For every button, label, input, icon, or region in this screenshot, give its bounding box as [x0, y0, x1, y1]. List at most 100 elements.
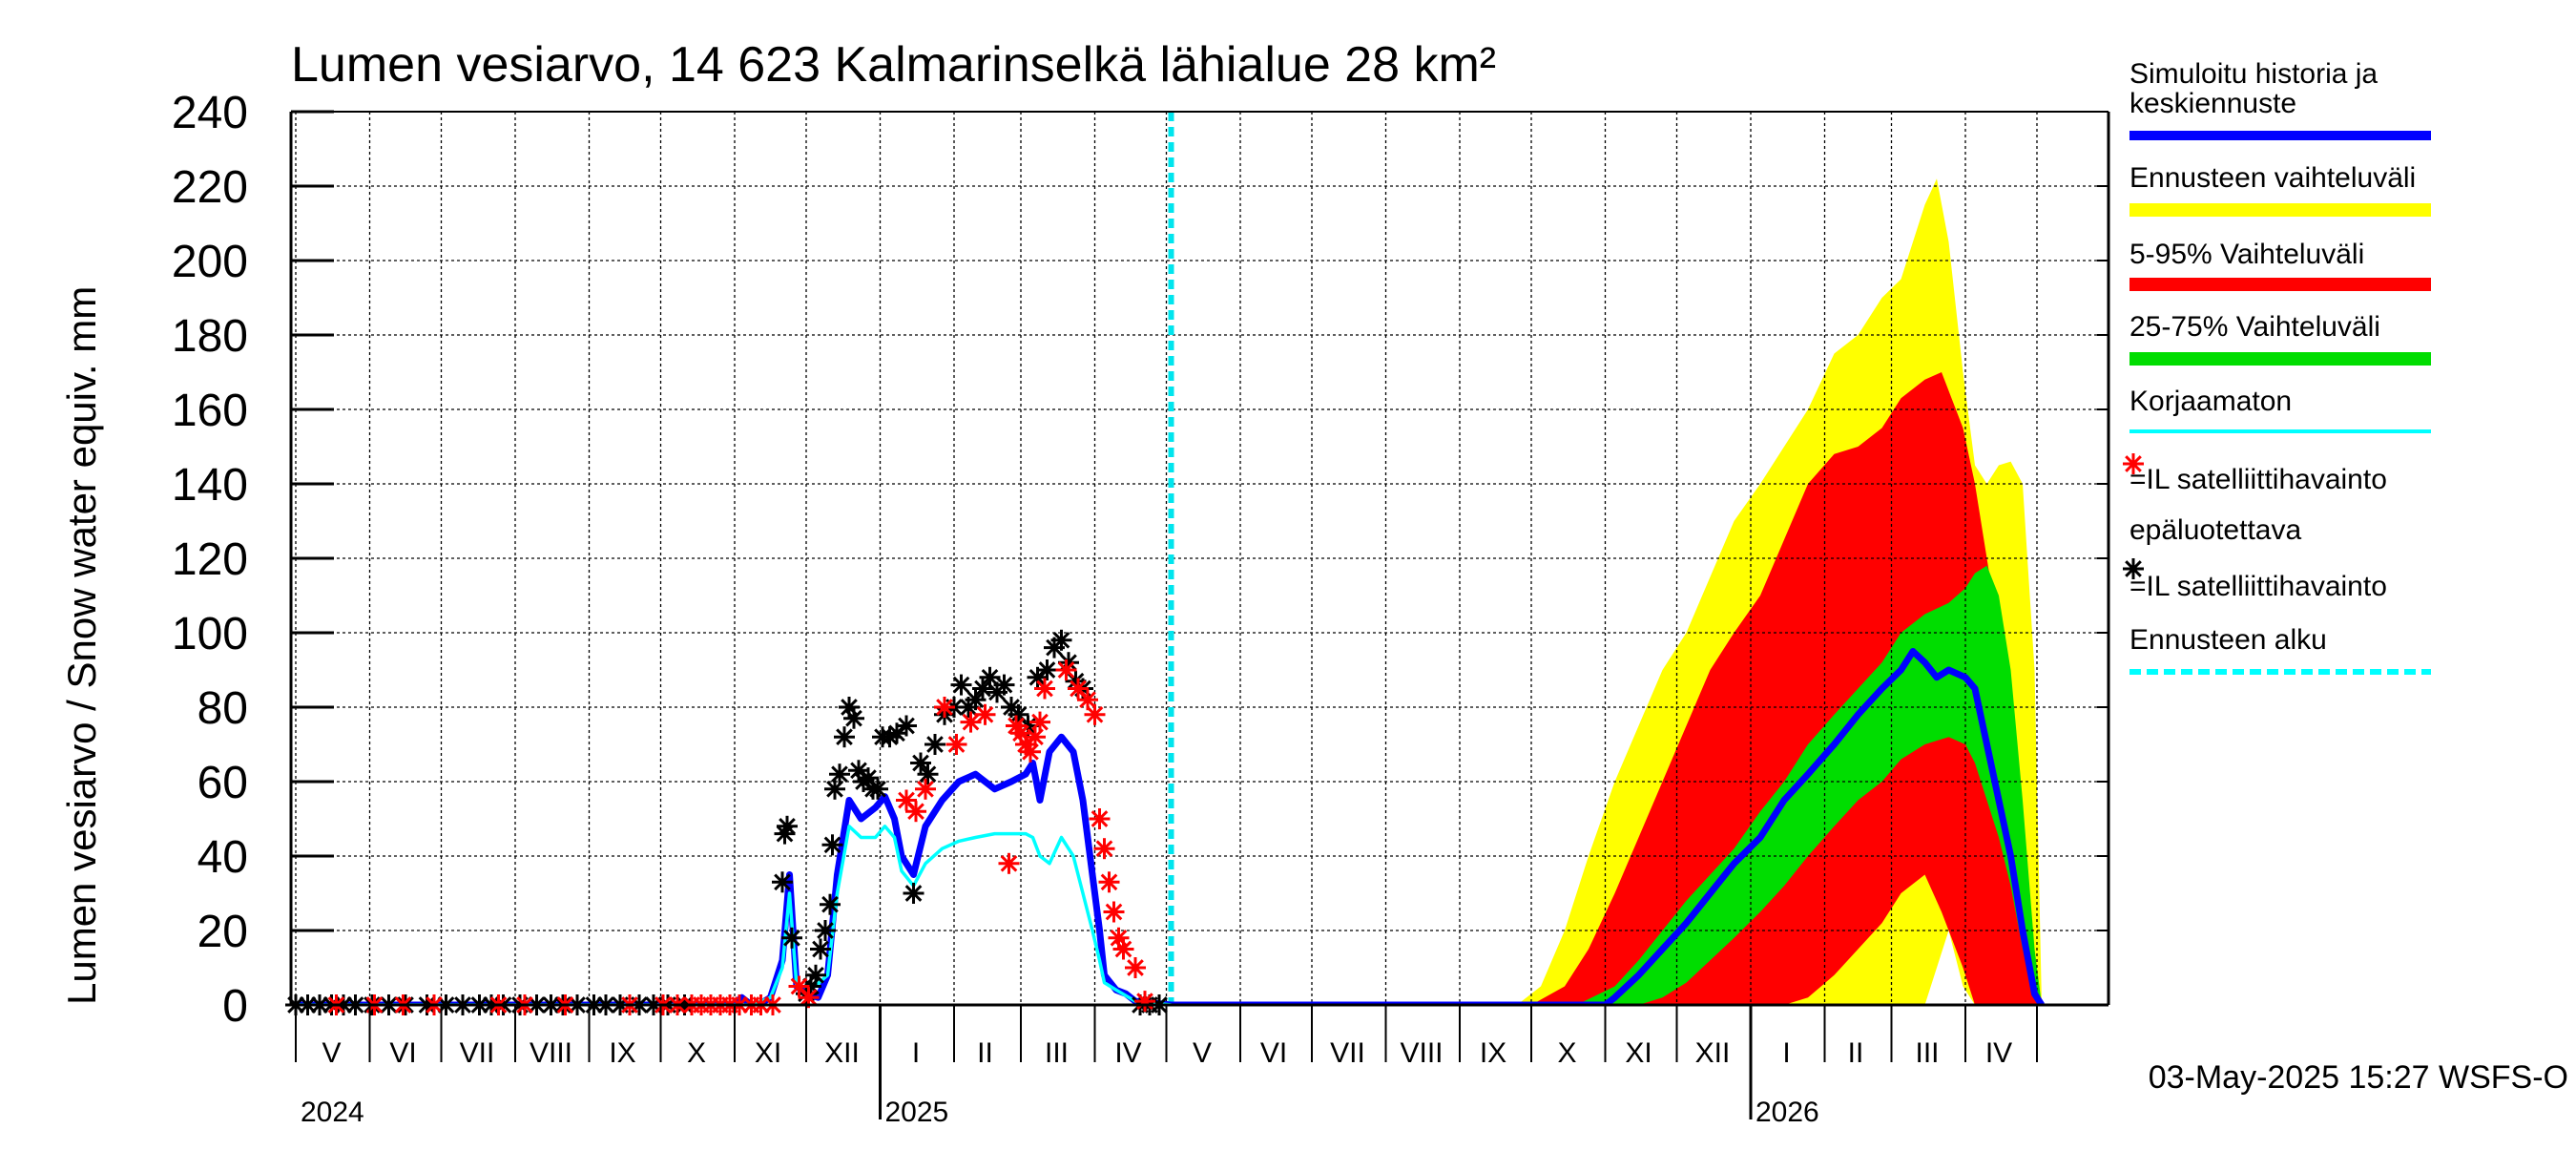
observation-star: [1050, 629, 1072, 651]
y-tick-label: 140: [172, 460, 248, 511]
unreliable-observation-star: [915, 778, 936, 800]
unreliable-observation-star: [1103, 901, 1125, 923]
observation-star: [993, 674, 1015, 696]
observation-star: [821, 834, 843, 856]
observation-star: [834, 726, 855, 748]
legend-label-25-75: 25-75% Vaihteluväli: [2129, 311, 2380, 343]
observation-star: [824, 778, 845, 800]
unreliable-observation-star: [974, 703, 996, 725]
legend-label-5-95: 5-95% Vaihteluväli: [2129, 239, 2364, 270]
y-tick-label: 100: [172, 609, 248, 659]
month-label: VI: [1260, 1037, 1287, 1069]
month-label: IX: [609, 1037, 635, 1069]
month-label: XII: [824, 1037, 860, 1069]
legend-label-unreliable-2: epäluotettava: [2129, 514, 2301, 546]
observation-star: [781, 927, 802, 949]
unreliable-observation-star: [1020, 741, 1041, 763]
y-tick-label: 240: [172, 88, 248, 138]
band-2: [1171, 565, 2042, 1005]
legend-label-unreliable-1: =IL satelliittihavainto: [2129, 464, 2387, 495]
y-tick-label: 180: [172, 311, 248, 362]
month-label: X: [687, 1037, 706, 1069]
unreliable-observation-star: [934, 697, 955, 718]
observation-star: [810, 938, 831, 960]
legend-label-obs: =IL satelliittihavainto: [2129, 571, 2387, 602]
month-label: IX: [1480, 1037, 1506, 1069]
unreliable-observation-star: [945, 734, 967, 755]
observation-star: [772, 871, 793, 893]
month-label: XII: [1695, 1037, 1731, 1069]
month-label: V: [322, 1037, 341, 1069]
month-label: VII: [460, 1037, 495, 1069]
observation-star: [965, 689, 987, 711]
observation-star: [896, 715, 917, 737]
observation-star: [777, 815, 798, 837]
y-tick-label: 40: [197, 832, 248, 883]
observation-star: [910, 752, 931, 774]
legend-label-mean-1: Simuloitu historia ja: [2129, 58, 2378, 90]
unreliable-observation-star: [1025, 726, 1046, 748]
observation-star: [1036, 659, 1058, 680]
observation-star: [924, 734, 945, 755]
month-label: VIII: [1400, 1037, 1443, 1069]
y-tick-label: 220: [172, 162, 248, 213]
month-label: VI: [389, 1037, 416, 1069]
month-label: I: [912, 1037, 920, 1069]
observation-star: [820, 893, 841, 915]
y-tick-label: 0: [222, 981, 248, 1032]
month-label: III: [1045, 1037, 1069, 1069]
y-axis-label: Lumen vesiarvo / Snow water equiv. mm: [59, 286, 104, 1005]
unreliable-observation-star: [1055, 659, 1077, 680]
observation-star: [843, 707, 864, 729]
unreliable-observation-star: [905, 801, 926, 823]
unreliable-observation-star: [1089, 808, 1111, 829]
unreliable-observation-star: [1034, 678, 1055, 700]
month-label: VII: [1330, 1037, 1365, 1069]
observation-star: [867, 778, 888, 800]
unreliable-observation-star: [998, 852, 1020, 874]
observation-star: [917, 763, 939, 785]
month-label: X: [1557, 1037, 1576, 1069]
year-label: 2026: [1755, 1097, 1819, 1128]
legend-label-forecast-start: Ennusteen alku: [2129, 624, 2327, 656]
observation-star: [950, 674, 972, 696]
observation-star: [903, 883, 924, 904]
y-tick-label: 60: [197, 758, 248, 808]
observation-star: [774, 823, 796, 845]
month-label: VIII: [530, 1037, 572, 1069]
unreliable-observation-star: [1029, 711, 1050, 733]
observation-star: [1027, 666, 1049, 688]
year-label: 2025: [885, 1097, 949, 1128]
observation-star: [829, 763, 850, 785]
y-tick-label: 160: [172, 386, 248, 436]
legend-label-uncorrected: Korjaamaton: [2129, 386, 2292, 417]
unreliable-observation-star: [1077, 689, 1098, 711]
unreliable-observation-star: [896, 789, 917, 811]
month-label: IV: [1114, 1037, 1141, 1069]
uncorrected-line: [291, 825, 1172, 1005]
y-tick-label: 20: [197, 907, 248, 957]
legend-label-range: Ennusteen vaihteluväli: [2129, 162, 2416, 194]
unreliable-observation-star: [1093, 838, 1115, 860]
legend-star-unreliable: [2123, 453, 2144, 474]
chart-footer: 03-May-2025 15:27 WSFS-O: [2149, 1059, 2568, 1096]
month-label: XI: [1625, 1037, 1652, 1069]
month-label: IV: [1985, 1037, 2012, 1069]
observation-star: [815, 920, 836, 941]
unreliable-observation-star: [1134, 991, 1155, 1013]
unreliable-observation-star: [1098, 871, 1120, 893]
month-label: II: [1848, 1037, 1864, 1069]
observation-star: [979, 666, 1001, 688]
month-label: II: [977, 1037, 993, 1069]
month-label: V: [1193, 1037, 1212, 1069]
y-tick-label: 80: [197, 683, 248, 734]
y-tick-label: 200: [172, 237, 248, 287]
unreliable-observation-star: [1125, 957, 1146, 978]
legend-label-mean-2: keskiennuste: [2129, 88, 2296, 119]
month-label: XI: [755, 1037, 781, 1069]
unreliable-observation-star: [1084, 703, 1106, 725]
y-tick-label: 120: [172, 534, 248, 585]
